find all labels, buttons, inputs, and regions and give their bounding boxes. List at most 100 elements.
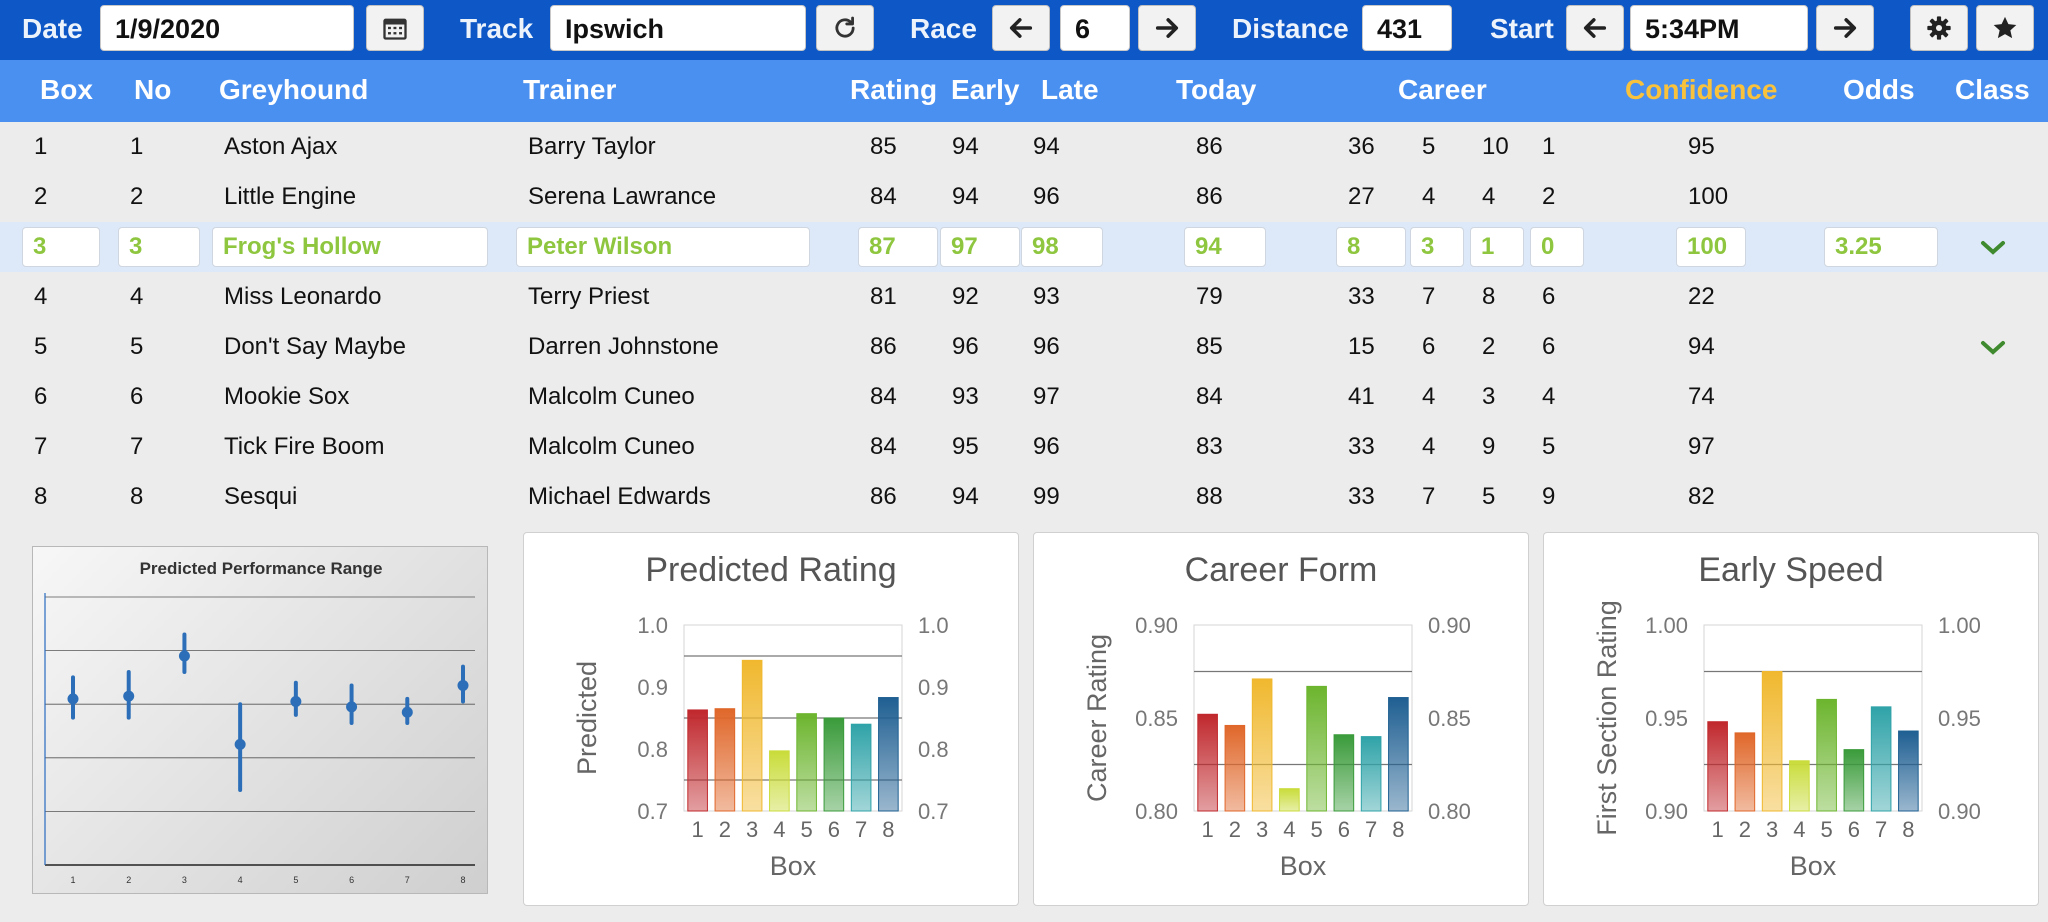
y-tick-label: 0.9 <box>637 675 668 700</box>
cell-greyhound[interactable]: Frog's Hollow <box>212 227 488 267</box>
y-tick-label: 0.8 <box>637 737 668 762</box>
cell-confidence: 100 <box>1688 183 1729 210</box>
cell-c3: 2 <box>1482 333 1496 360</box>
favorite-button[interactable] <box>1976 5 2034 51</box>
cell-today[interactable]: 94 <box>1184 227 1266 267</box>
x-tick-label: 1 <box>692 817 704 842</box>
range-point <box>123 690 135 702</box>
race-input[interactable]: 6 <box>1060 5 1130 51</box>
bar <box>878 697 899 812</box>
race-prev-button[interactable] <box>992 5 1050 51</box>
column-class[interactable]: Class <box>1955 74 2030 105</box>
range-point <box>290 696 302 708</box>
cell-box[interactable]: 3 <box>22 227 100 267</box>
x-tick-label: 2 <box>1739 817 1751 842</box>
cell-c3: 9 <box>1482 433 1496 460</box>
class-check-icon[interactable] <box>1978 234 2008 260</box>
cell-box: 2 <box>34 183 48 210</box>
column-no[interactable]: No <box>134 74 172 105</box>
cell-odds[interactable]: 3.25 <box>1824 227 1938 267</box>
date-input[interactable]: 1/9/2020 <box>100 5 354 51</box>
x-tick-label: 7 <box>855 817 867 842</box>
cell-early[interactable]: 97 <box>940 227 1020 267</box>
start-time-input[interactable]: 5:34PM <box>1630 5 1808 51</box>
start-next-button[interactable] <box>1816 5 1874 51</box>
cell-trainer: Darren Johnstone <box>528 333 719 360</box>
career-form-card: Career Form 1 2 3 4 5 6 7 8 0.80 0.80 0.85 0.85 0.90… <box>1033 532 1529 906</box>
early-speed-chart: 1 2 3 4 5 6 7 8 0.90 0.90 0.95 0.95 1.00 1.00 Box First… <box>1592 600 1981 881</box>
cell-c4[interactable]: 0 <box>1530 227 1584 267</box>
settings-button[interactable] <box>1910 5 1968 51</box>
x-tick-label: 8 <box>460 875 465 885</box>
cell-no: 7 <box>130 433 144 460</box>
column-today[interactable]: Today <box>1176 74 1257 105</box>
distance-input[interactable]: 431 <box>1362 5 1452 51</box>
cell-c3[interactable]: 1 <box>1470 227 1524 267</box>
range-point <box>178 650 190 662</box>
race-label: Race <box>910 13 977 44</box>
table-row[interactable]: 5 5 Don't Say Maybe Darren Johnstone 86 96 96 8… <box>0 322 2048 372</box>
cell-greyhound: Tick Fire Boom <box>224 433 385 460</box>
x-tick-label: 7 <box>405 875 410 885</box>
y-tick-label-right: 0.8 <box>918 737 949 762</box>
predicted-rating-card: Predicted Rating 1 2 3 4 5 6 7 8 0.7 0.7 0.8 0.8 0.9… <box>523 532 1019 906</box>
chart-title: Predicted Rating <box>645 551 897 589</box>
x-tick-label: 8 <box>882 817 894 842</box>
cell-trainer: Malcolm Cuneo <box>528 383 695 410</box>
table-row[interactable]: 8 8 Sesqui Michael Edwards 86 94 99 88 33 7 5 9 82 <box>0 472 2048 522</box>
cell-no[interactable]: 3 <box>118 227 200 267</box>
refresh-button[interactable] <box>816 5 874 51</box>
cell-late: 97 <box>1033 383 1060 410</box>
class-check-icon[interactable] <box>1978 334 2008 360</box>
column-greyhound[interactable]: Greyhound <box>219 74 369 105</box>
column-early[interactable]: Early <box>951 74 1020 105</box>
y-tick-label-right: 0.95 <box>1938 706 1981 731</box>
column-late[interactable]: Late <box>1041 74 1099 105</box>
table-row[interactable]: 4 4 Miss Leonardo Terry Priest 81 92 93 79 33 7 8 6… <box>0 272 2048 322</box>
cell-no: 2 <box>130 183 144 210</box>
y-axis-label: Career Rating <box>1082 634 1112 802</box>
y-tick-label-right: 0.90 <box>1938 799 1981 824</box>
bar <box>1251 678 1273 812</box>
range-point <box>457 679 469 691</box>
cell-c3: 10 <box>1482 133 1509 160</box>
cell-c1[interactable]: 8 <box>1336 227 1406 267</box>
bar <box>1388 697 1409 812</box>
race-next-button[interactable] <box>1138 5 1196 51</box>
table-row[interactable]: 6 6 Mookie Sox Malcolm Cuneo 84 93 97 84 41 4 3 4 74 <box>0 372 2048 422</box>
column-rating[interactable]: Rating <box>850 74 938 105</box>
column-odds[interactable]: Odds <box>1843 74 1915 105</box>
column-career[interactable]: Career <box>1398 74 1487 105</box>
cell-rating[interactable]: 87 <box>858 227 938 267</box>
cell-c2[interactable]: 3 <box>1410 227 1464 267</box>
start-prev-button[interactable] <box>1566 5 1624 51</box>
column-trainer[interactable]: Trainer <box>523 74 617 105</box>
calendar-button[interactable] <box>366 5 424 51</box>
table-row[interactable]: 2 2 Little Engine Serena Lawrance 84 94 96 86 27… <box>0 172 2048 222</box>
predicted-rating-chart: 1 2 3 4 5 6 7 8 0.7 0.7 0.8 0.8 0.9 0.9 1.0 1.0 Box Predi… <box>572 613 949 881</box>
distance-label: Distance <box>1232 13 1349 44</box>
cell-trainer[interactable]: Peter Wilson <box>516 227 810 267</box>
y-tick-label: 1.0 <box>637 613 668 638</box>
x-tick-label: 3 <box>1256 817 1268 842</box>
x-tick-label: 4 <box>773 817 785 842</box>
column-box[interactable]: Box <box>40 74 93 105</box>
gear-icon <box>1927 16 1951 40</box>
cell-confidence[interactable]: 100 <box>1676 227 1746 267</box>
cell-late[interactable]: 98 <box>1021 227 1103 267</box>
table-row[interactable]: 7 7 Tick Fire Boom Malcolm Cuneo 84 95 96 83 33 4… <box>0 422 2048 472</box>
cell-early: 92 <box>952 283 979 310</box>
y-tick-label: 0.95 <box>1645 706 1688 731</box>
cell-c3: 3 <box>1482 383 1496 410</box>
table-row[interactable]: 3 3 Frog's Hollow Peter Wilson 87 97 98 94 8 3 1 0 1… <box>0 222 2048 272</box>
table-body: 1 1 Aston Ajax Barry Taylor 85 94 94 86 36 5 10 1 95… <box>0 122 2048 522</box>
chart-title: Career Form <box>1184 551 1378 589</box>
bar <box>1306 685 1327 812</box>
cell-confidence: 94 <box>1688 333 1715 360</box>
column-confidence[interactable]: Confidence <box>1625 74 1778 105</box>
table-row[interactable]: 1 1 Aston Ajax Barry Taylor 85 94 94 86 36 5 10 1 95 <box>0 122 2048 172</box>
early-speed-card: Early Speed 1 2 3 4 5 6 7 8 0.90 0.90 0.95 0.95 1.00… <box>1543 532 2039 906</box>
track-input[interactable]: Ipswich <box>550 5 806 51</box>
cell-c1: 33 <box>1348 433 1375 460</box>
cell-c2: 6 <box>1422 333 1436 360</box>
